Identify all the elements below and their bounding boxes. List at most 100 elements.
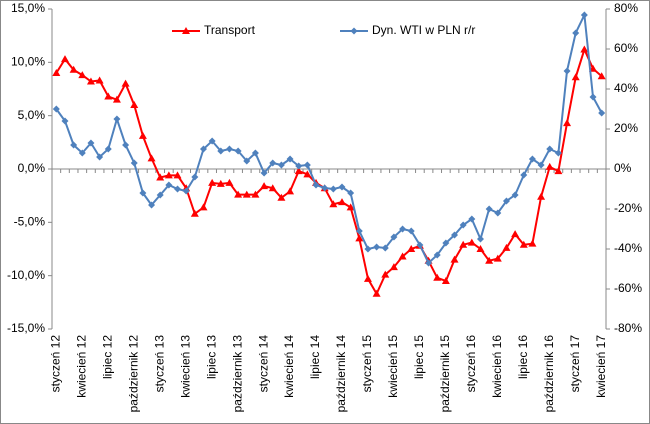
point xyxy=(303,161,311,169)
point xyxy=(502,243,511,251)
point xyxy=(286,187,295,195)
point xyxy=(389,263,398,271)
point xyxy=(381,244,389,252)
x-tick-label: lipiec 14 xyxy=(308,335,322,379)
point xyxy=(234,147,242,155)
series-line xyxy=(55,46,603,296)
point xyxy=(104,92,113,100)
point xyxy=(329,185,337,193)
point xyxy=(337,198,346,206)
point xyxy=(225,145,233,153)
y2-tick-label: -80% xyxy=(614,321,642,335)
point xyxy=(87,139,95,147)
x-tick-label: lipiec 15 xyxy=(412,335,426,379)
point xyxy=(277,193,286,201)
y2-tick-label: 80% xyxy=(614,1,638,15)
point xyxy=(147,154,156,162)
point xyxy=(511,191,519,199)
point xyxy=(554,149,562,157)
x-tick-label: lipiec 12 xyxy=(100,335,114,379)
point xyxy=(399,225,407,233)
point xyxy=(528,239,537,247)
y2-tick-label: -60% xyxy=(614,281,642,295)
x-tick-label: kwiecień 12 xyxy=(74,335,88,398)
legend-marker xyxy=(350,27,358,35)
x-tick-label: styczeń 15 xyxy=(360,335,374,393)
point xyxy=(130,159,138,167)
point xyxy=(104,145,112,153)
point xyxy=(572,29,580,37)
x-tick-label: styczeń 16 xyxy=(464,335,478,393)
point xyxy=(485,205,493,213)
point xyxy=(441,277,450,284)
point xyxy=(113,115,121,123)
x-tick-label: październik 15 xyxy=(438,335,452,413)
point xyxy=(295,162,303,170)
x-tick-label: kwiecień 17 xyxy=(594,335,608,398)
y-tick-label: 10,0% xyxy=(11,55,45,69)
x-tick-label: lipiec 16 xyxy=(516,335,530,379)
point xyxy=(164,171,173,179)
point xyxy=(398,252,407,260)
point xyxy=(494,209,502,217)
point xyxy=(78,149,86,157)
point xyxy=(52,69,61,76)
point xyxy=(381,270,390,278)
point xyxy=(182,187,190,195)
point xyxy=(216,179,225,187)
point xyxy=(234,190,243,198)
point xyxy=(597,72,606,80)
y-tick-label: -15,0% xyxy=(7,321,45,335)
y-tick-label: -10,0% xyxy=(7,268,45,282)
point xyxy=(95,76,104,84)
point xyxy=(60,55,69,63)
point xyxy=(321,184,329,192)
point xyxy=(373,243,381,251)
point xyxy=(416,241,424,249)
point xyxy=(338,183,346,191)
x-tick-label: styczeń 12 xyxy=(49,335,63,393)
point xyxy=(191,173,199,181)
point xyxy=(329,200,338,208)
point xyxy=(208,137,216,145)
point xyxy=(390,233,398,241)
point xyxy=(589,93,597,101)
point xyxy=(364,245,372,253)
point xyxy=(208,178,217,186)
point xyxy=(459,221,467,229)
point xyxy=(363,274,372,282)
point xyxy=(451,231,459,239)
x-tick-label: styczeń 14 xyxy=(256,335,270,393)
point xyxy=(537,161,545,169)
y2-tick-label: 40% xyxy=(614,81,638,95)
legend-label: Transport xyxy=(204,23,256,37)
point xyxy=(511,230,520,238)
point xyxy=(346,203,355,211)
point xyxy=(86,77,95,85)
point xyxy=(139,189,147,197)
legend-label: Dyn. WTI w PLN r/r xyxy=(372,23,475,37)
x-tick-label: październik 16 xyxy=(542,335,556,413)
point xyxy=(433,273,442,281)
x-tick-label: październik 14 xyxy=(334,335,348,413)
point xyxy=(199,203,208,211)
point xyxy=(546,145,554,153)
x-tick-label: kwiecień 16 xyxy=(490,335,504,398)
point xyxy=(563,67,571,75)
point xyxy=(52,105,60,113)
point xyxy=(61,117,69,125)
point xyxy=(502,197,510,205)
point xyxy=(312,181,320,189)
point xyxy=(242,190,251,198)
x-tick-label: styczeń 17 xyxy=(568,335,582,393)
y-tick-label: 15,0% xyxy=(11,1,45,15)
point xyxy=(554,167,563,175)
point xyxy=(286,155,294,163)
point xyxy=(563,119,572,127)
y2-tick-label: 0% xyxy=(614,161,632,175)
point xyxy=(459,240,468,248)
point xyxy=(165,181,173,189)
point xyxy=(433,251,441,259)
y2-tick-label: 60% xyxy=(614,41,638,55)
